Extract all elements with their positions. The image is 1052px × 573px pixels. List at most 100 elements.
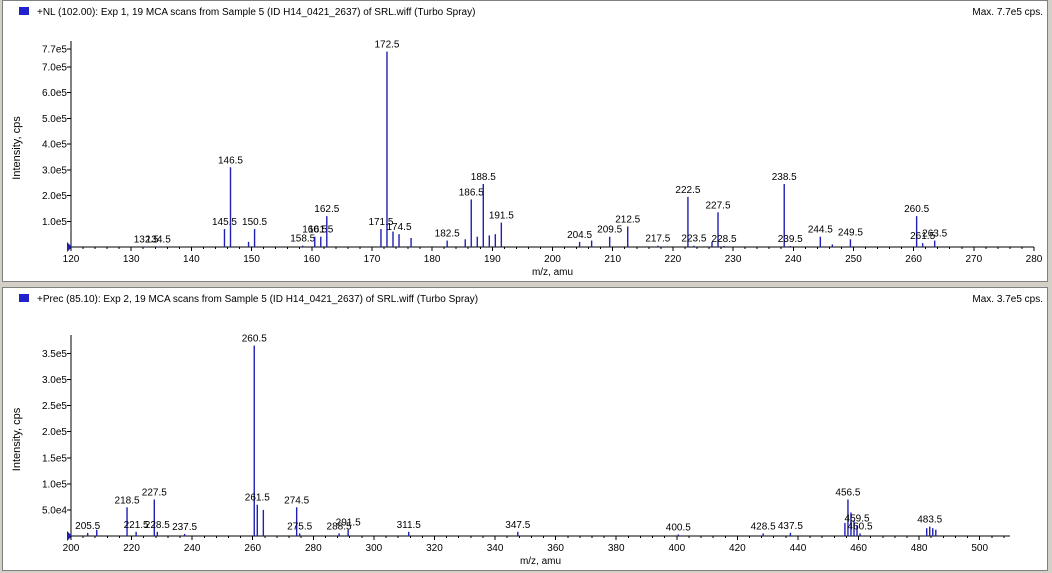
peak-label: 162.5 (314, 204, 339, 215)
spectrum-marker-icon (19, 7, 29, 15)
y-tick-label: 3.0e5 (42, 165, 67, 176)
x-tick-label: 200 (544, 254, 561, 265)
x-tick-label: 120 (63, 254, 80, 265)
y-tick-label: 7.7e5 (42, 45, 67, 56)
baseline-marker-icon (67, 242, 72, 252)
y-tick-label: 5.0e4 (42, 505, 67, 516)
y-tick-label: 6.0e5 (42, 88, 67, 99)
x-tick-label: 160 (303, 254, 320, 265)
y-tick-label: 2.0e5 (42, 191, 67, 202)
y-tick-label: 5.0e5 (42, 114, 67, 125)
x-tick-label: 210 (604, 254, 621, 265)
x-tick-label: 380 (608, 543, 625, 554)
chart-title: +Prec (85.10): Exp 2, 19 MCA scans from … (37, 294, 478, 305)
max-intensity-label: Max. 7.7e5 cps. (972, 7, 1043, 18)
y-axis-title: Intensity, cps (11, 407, 23, 471)
x-tick-label: 250 (845, 254, 862, 265)
peak-label: 223.5 (681, 234, 706, 245)
x-tick-label: 240 (184, 543, 201, 554)
x-tick-label: 400 (668, 543, 685, 554)
x-tick-label: 270 (965, 254, 982, 265)
peak-label: 188.5 (471, 172, 496, 183)
peak-label: 249.5 (838, 227, 863, 238)
chart-title: +NL (102.00): Exp 1, 19 MCA scans from S… (37, 7, 475, 18)
peak-label: 158.5 (290, 234, 315, 245)
x-tick-label: 260 (905, 254, 922, 265)
peak-label: 227.5 (706, 200, 731, 211)
peak-label: 218.5 (115, 495, 140, 506)
y-tick-label: 3.0e5 (42, 375, 67, 386)
x-tick-label: 180 (424, 254, 441, 265)
peak-label: 261.5 (910, 231, 935, 242)
peak-label: 275.5 (287, 521, 312, 532)
x-tick-label: 150 (243, 254, 260, 265)
peak-label: 428.5 (751, 521, 776, 532)
y-axis-title: Intensity, cps (11, 116, 23, 180)
peak-label: 172.5 (374, 40, 399, 51)
peak-label: 311.5 (397, 520, 422, 531)
peak-label: 483.5 (917, 515, 942, 526)
peak-label: 274.5 (284, 495, 309, 506)
peak-label: 186.5 (459, 187, 484, 198)
x-axis-title: m/z, amu (520, 556, 561, 567)
y-tick-label: 1.0e5 (42, 479, 67, 490)
peak-label: 347.5 (505, 520, 530, 531)
peak-label: 182.5 (435, 229, 460, 240)
peak-label: 212.5 (615, 214, 640, 225)
peak-label: 260.5 (904, 204, 929, 215)
x-tick-label: 220 (665, 254, 682, 265)
peak-label: 161.5 (308, 225, 333, 236)
x-tick-label: 220 (123, 543, 140, 554)
peak-label: 160.5 (302, 225, 327, 236)
y-tick-label: 4.0e5 (42, 140, 67, 151)
peak-label: 171.5 (368, 217, 393, 228)
peak-label: 263.5 (922, 229, 947, 240)
peak-label: 145.5 (212, 217, 237, 228)
x-axis-title: m/z, amu (532, 267, 573, 278)
peak-label: 238.5 (772, 172, 797, 183)
peak-label: 134.5 (146, 234, 171, 245)
x-tick-label: 260 (244, 543, 261, 554)
peak-label: 221.5 (124, 520, 149, 531)
peak-label: 174.5 (387, 222, 412, 233)
x-tick-label: 320 (426, 543, 443, 554)
y-tick-label: 3.5e5 (42, 349, 67, 360)
peak-label: 437.5 (778, 521, 803, 532)
x-tick-label: 420 (729, 543, 746, 554)
spectrum-panel-2: +Prec (85.10): Exp 2, 19 MCA scans from … (2, 287, 1048, 571)
peak-label: 400.5 (666, 522, 691, 533)
spectrum-chart-1: +NL (102.00): Exp 1, 19 MCA scans from S… (11, 7, 1043, 278)
x-tick-label: 440 (790, 543, 807, 554)
y-tick-label: 1.5e5 (42, 453, 67, 464)
peak-label: 239.5 (778, 234, 803, 245)
peak-label: 456.5 (835, 487, 860, 498)
peak-label: 228.5 (145, 520, 170, 531)
spectrum-marker-icon (19, 294, 29, 302)
x-tick-label: 480 (911, 543, 928, 554)
y-tick-label: 1.0e5 (42, 217, 67, 228)
peak-label: 217.5 (645, 234, 670, 245)
x-tick-label: 200 (63, 543, 80, 554)
peak-label: 228.5 (712, 234, 737, 245)
y-tick-label: 2.5e5 (42, 401, 67, 412)
peak-label: 205.5 (75, 521, 100, 532)
max-intensity-label: Max. 3.7e5 cps. (972, 294, 1043, 305)
spectrum-panel-1: +NL (102.00): Exp 1, 19 MCA scans from S… (2, 0, 1048, 282)
peak-label: 237.5 (172, 522, 197, 533)
x-tick-label: 170 (364, 254, 381, 265)
spectrum-chart-2: +Prec (85.10): Exp 2, 19 MCA scans from … (11, 294, 1043, 567)
peak-label: 150.5 (242, 217, 267, 228)
peak-label: 227.5 (142, 487, 167, 498)
peak-label: 146.5 (218, 155, 243, 166)
peak-label: 260.5 (242, 334, 267, 345)
peak-label: 460.5 (848, 521, 873, 532)
x-tick-label: 280 (305, 543, 322, 554)
peak-label: 459.5 (845, 514, 870, 525)
x-tick-label: 130 (123, 254, 140, 265)
y-tick-label: 7.0e5 (42, 63, 67, 74)
peak-label: 261.5 (245, 493, 270, 504)
y-tick-label: 2.0e5 (42, 427, 67, 438)
peak-label: 191.5 (489, 211, 514, 222)
x-tick-label: 460 (850, 543, 867, 554)
peak-label: 291.5 (336, 518, 361, 529)
